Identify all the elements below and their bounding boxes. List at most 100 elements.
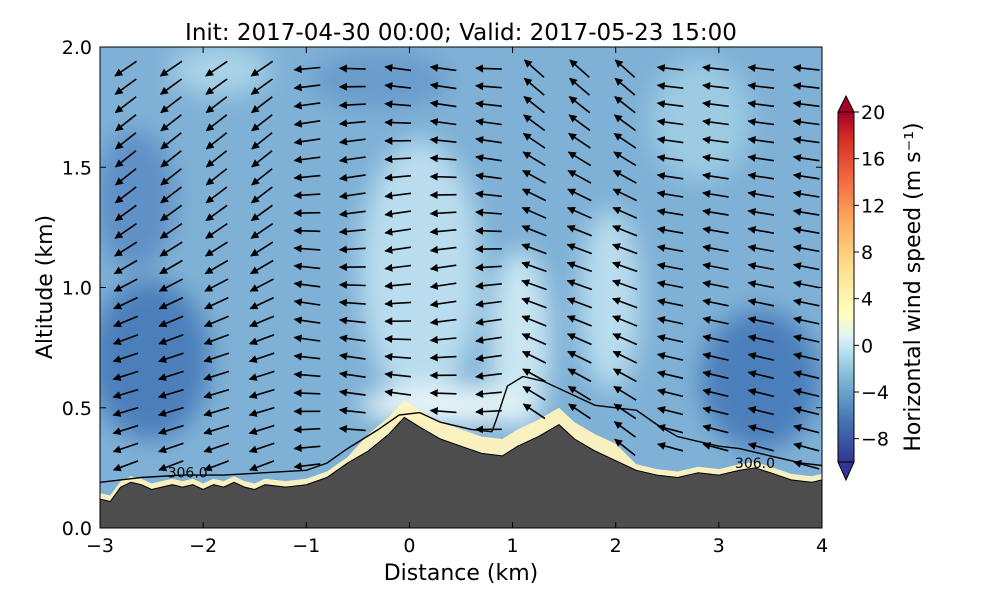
wind-arrow (429, 172, 457, 181)
wind-arrow (339, 119, 366, 128)
wind-arrow (250, 60, 274, 77)
wind-arrow (338, 424, 366, 433)
wind-arrow (338, 64, 366, 73)
wind-arrow (747, 406, 774, 416)
colorbar-tick-label: 8 (861, 242, 873, 264)
wind-arrow (702, 388, 729, 398)
wind-arrow (429, 209, 457, 218)
wind-arrow (384, 100, 412, 109)
wind-arrow (521, 261, 547, 273)
wind-arrow (612, 350, 638, 364)
wind-arrow (614, 59, 636, 78)
wind-arrow (205, 78, 228, 95)
wind-arrow (203, 333, 229, 346)
wind-arrow (566, 315, 592, 327)
wind-arrow (339, 137, 366, 146)
wind-arrow (702, 334, 729, 343)
wind-arrow (205, 222, 228, 239)
wind-arrow (475, 407, 502, 416)
wind-arrow (158, 460, 184, 472)
wind-arrow (293, 462, 321, 471)
wind-arrow (475, 226, 502, 235)
wind-arrow (293, 119, 321, 128)
wind-arrow (702, 406, 729, 416)
wind-arrow (702, 172, 729, 180)
wind-arrow (747, 424, 774, 434)
wind-arrow (656, 82, 684, 91)
wind-arrow (112, 460, 139, 472)
wind-arrow (793, 316, 820, 325)
wind-arrow (792, 100, 820, 108)
wind-arrow (656, 280, 684, 289)
wind-arrow (792, 226, 820, 234)
wind-arrow (158, 442, 184, 454)
wind-arrow (613, 114, 636, 132)
wind-arrow (792, 244, 820, 253)
wind-arrow (339, 155, 366, 164)
wind-arrow (250, 259, 274, 275)
wind-arrow (702, 208, 729, 216)
wind-arrow (657, 424, 684, 434)
wind-arrow (568, 95, 591, 114)
wind-arrow (249, 296, 275, 310)
wind-arrow (160, 168, 182, 186)
wind-arrow (429, 81, 457, 90)
wind-arrow (522, 169, 546, 184)
y-tick-label: 2.0 (62, 37, 92, 59)
x-tick-label: 1 (507, 535, 519, 557)
wind-arrow (475, 135, 502, 144)
wind-arrow (384, 245, 412, 254)
wind-arrow (339, 227, 366, 236)
wind-arrow (793, 460, 820, 470)
wind-arrow (521, 297, 547, 309)
wind-arrow (203, 315, 229, 328)
wind-arrow (384, 63, 412, 72)
colorbar-gradient (838, 112, 854, 462)
wind-arrow (475, 389, 502, 398)
wind-arrow (568, 403, 591, 420)
wind-arrow (569, 59, 590, 78)
wind-arrow (475, 371, 502, 380)
wind-arrow (656, 100, 684, 108)
wind-arrow (523, 77, 545, 96)
wind-arrow (613, 151, 637, 167)
wind-arrow (747, 442, 774, 452)
wind-arrow (159, 241, 183, 257)
wind-arrow (747, 208, 775, 216)
wind-arrow (523, 95, 545, 114)
wind-arrow (656, 136, 684, 144)
wind-arrow (747, 172, 775, 180)
wind-arrow (567, 188, 592, 202)
wind-arrow (702, 280, 729, 289)
wind-arrow (384, 281, 412, 290)
wind-arrow (339, 191, 366, 200)
wind-arrow (523, 114, 546, 132)
wind-arrow (248, 406, 275, 417)
wind-arrow (160, 204, 183, 222)
wind-arrow (293, 352, 321, 361)
wind-arrow (566, 333, 592, 346)
wind-arrow (793, 262, 820, 271)
wind-arrow (203, 460, 229, 472)
wind-arrow (475, 263, 502, 272)
colorbar-tick-label: 20 (861, 102, 885, 124)
wind-arrow (793, 442, 820, 452)
wind-arrow (429, 63, 457, 72)
wind-arrow (657, 406, 684, 416)
wind-arrow (293, 137, 321, 146)
wind-arrow (293, 389, 321, 398)
wind-arrow (839, 67, 865, 70)
wind-arrow (521, 188, 547, 202)
wind-arrow (521, 350, 547, 364)
wind-arrow (114, 60, 137, 77)
wind-arrow (112, 370, 139, 381)
wind-arrow (114, 132, 137, 150)
wind-arrow (203, 370, 230, 381)
wind-arrow (612, 333, 638, 346)
wind-arrow (656, 190, 684, 198)
wind-arrow (747, 100, 775, 108)
wind-arrow (475, 82, 502, 91)
x-tick-label: −2 (189, 535, 217, 557)
wind-arrow (249, 315, 275, 328)
